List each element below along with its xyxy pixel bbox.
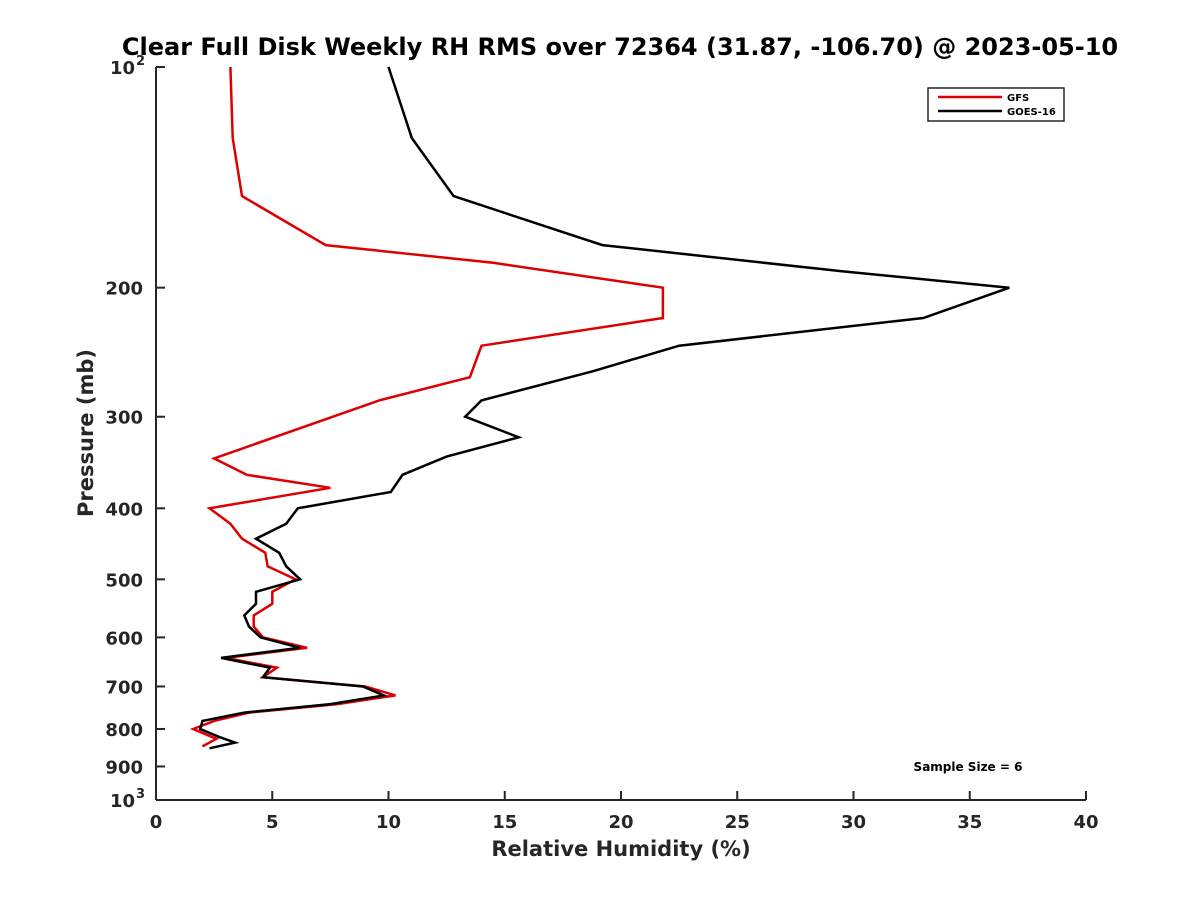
x-tick-label: 35 [957,812,982,833]
y-tick-exponent: 3 [136,787,145,802]
x-tick-label: 25 [725,812,750,833]
legend-label-goes16: GOES-16 [1007,107,1056,118]
y-tick-label: 800 [105,720,143,741]
chart-title: Clear Full Disk Weekly RH RMS over 72364… [122,33,1118,61]
plot-lines [189,66,1010,750]
x-tick-label: 0 [150,812,163,833]
y-tick-label: 500 [105,570,143,591]
legend-label-gfs: GFS [1007,93,1029,104]
y-tick-label: 400 [105,499,143,520]
series-line-goes16 [198,66,1010,750]
x-tick-label: 20 [608,812,633,833]
legend-box [927,87,1065,122]
y-tick-label: 10 [110,58,135,79]
x-tick-label: 30 [841,812,866,833]
x-tick-label: 10 [376,812,401,833]
x-tick-label: 40 [1073,812,1098,833]
series-line-gfs [189,66,665,748]
y-tick-label: 600 [105,628,143,649]
x-tick-label: 5 [266,812,279,833]
y-tick-label: 700 [105,677,143,698]
x-tick-label: 15 [492,812,517,833]
legend: GFS GOES-16 [927,87,1065,122]
y-axis-label: Pressure (mb) [74,349,98,517]
y-tick-label: 300 [105,408,143,429]
y-tick-exponent: 2 [136,54,145,69]
y-tick-label: 10 [110,791,135,812]
y-tick-label: 900 [105,757,143,778]
sample-size-annotation: Sample Size = 6 [914,760,1023,774]
axes [155,67,1086,801]
y-tick-label: 200 [105,279,143,300]
x-axis-label: Relative Humidity (%) [491,837,750,861]
x-ticks: 0 5 10 15 20 25 30 35 40 [150,791,1099,833]
